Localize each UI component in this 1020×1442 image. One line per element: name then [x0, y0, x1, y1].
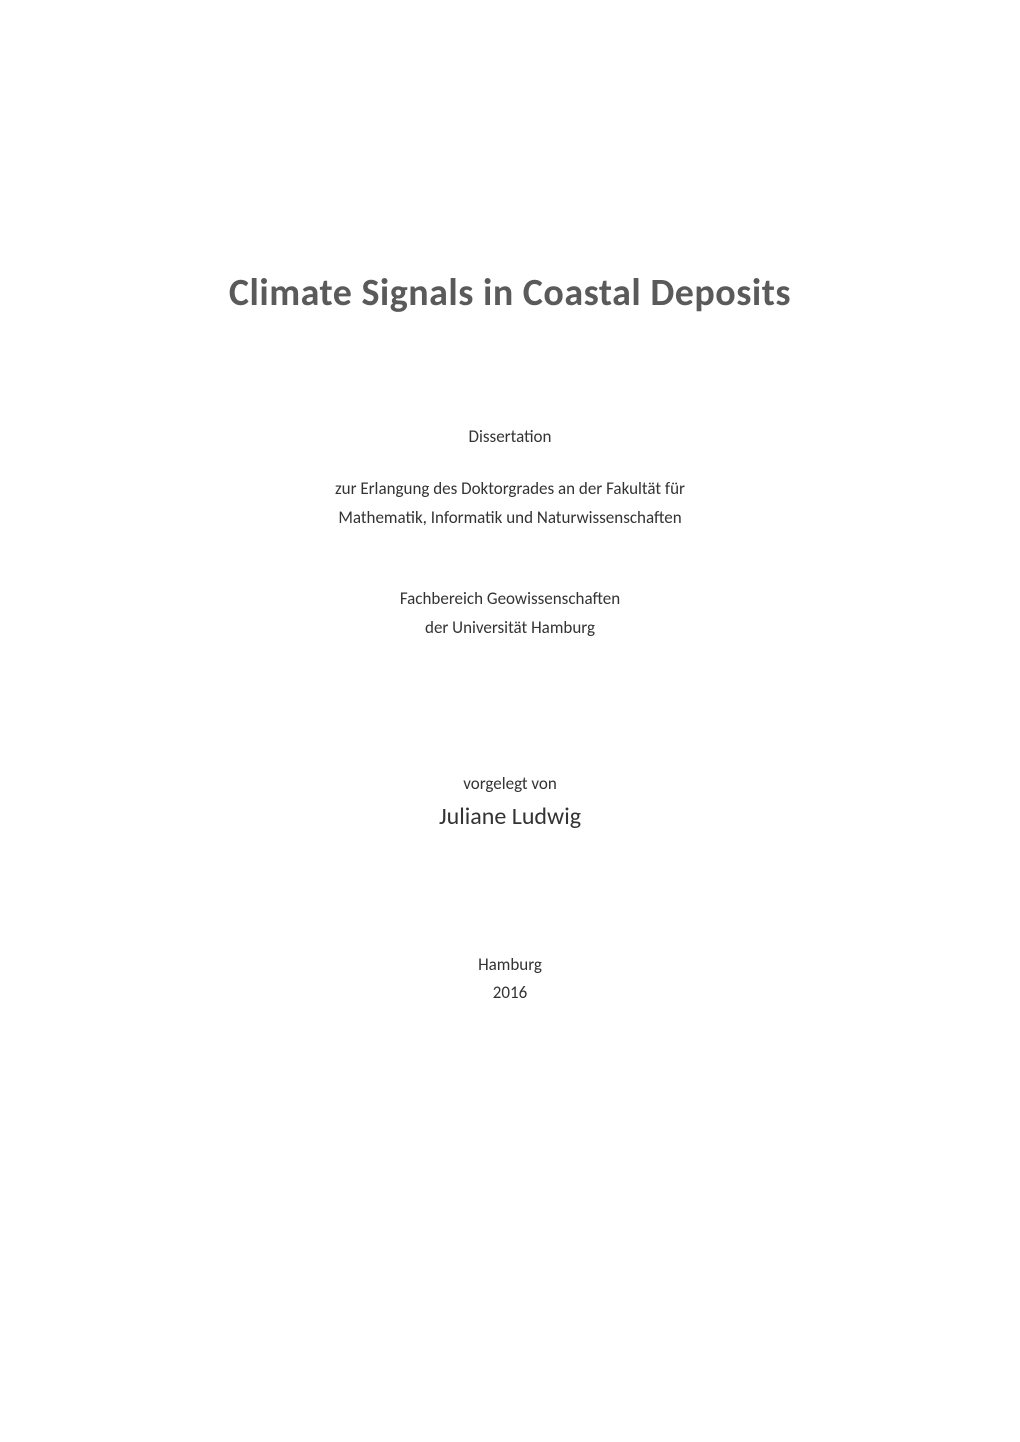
location-block: Hamburg 2016 [0, 951, 1020, 1009]
document-type: Dissertation [0, 426, 1020, 447]
submitted-by-label: vorgelegt von [0, 773, 1020, 794]
purpose-line-2: Mathematik, Informatik und Naturwissensc… [0, 504, 1020, 533]
author-block: vorgelegt von Juliane Ludwig [0, 773, 1020, 831]
location-year: 2016 [0, 979, 1020, 1008]
location-city: Hamburg [0, 951, 1020, 980]
department-line-2: der Universität Hamburg [0, 614, 1020, 643]
purpose-block: zur Erlangung des Doktorgrades an der Fa… [0, 475, 1020, 533]
title-page: Climate Signals in Coastal Deposits Diss… [0, 0, 1020, 1442]
department-line-1: Fachbereich Geowissenschaften [0, 585, 1020, 614]
purpose-line-1: zur Erlangung des Doktorgrades an der Fa… [0, 475, 1020, 504]
dissertation-title: Climate Signals in Coastal Deposits [0, 270, 1020, 316]
author-name: Juliane Ludwig [0, 802, 1020, 831]
department-block: Fachbereich Geowissenschaften der Univer… [0, 585, 1020, 643]
